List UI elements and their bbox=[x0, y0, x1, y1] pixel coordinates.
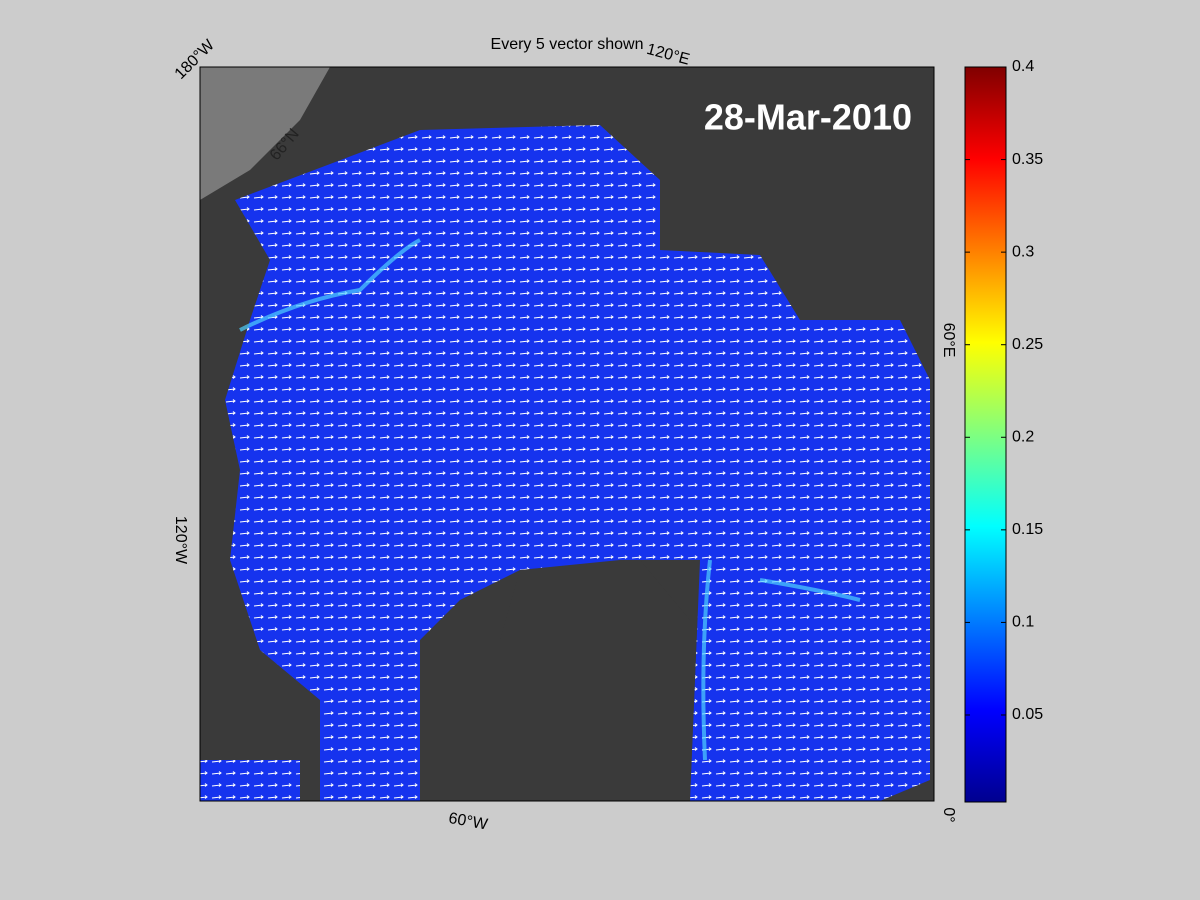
colorbar-tick-label: 0.3 bbox=[1012, 243, 1034, 260]
colorbar-tick-label: 0.05 bbox=[1012, 706, 1043, 723]
lon-label: 0° bbox=[940, 807, 957, 822]
fast-drift bbox=[701, 559, 861, 761]
greenland bbox=[500, 560, 690, 801]
colorbar-tick-label: 0.25 bbox=[1012, 336, 1043, 353]
map-area bbox=[200, 67, 934, 801]
colorbar-tick-label: 0.15 bbox=[1012, 521, 1043, 538]
colorbar-tick-label: 0.1 bbox=[1012, 614, 1034, 631]
land-gray bbox=[200, 67, 330, 200]
colorbar bbox=[964, 66, 1007, 803]
colorbar-tick-label: 0.35 bbox=[1012, 151, 1043, 168]
lon-label: 120°E bbox=[645, 41, 692, 69]
colorbar-tick-label: 0.2 bbox=[1012, 428, 1034, 445]
lon-label: 60°W bbox=[447, 810, 490, 834]
drift-vectors bbox=[200, 125, 930, 801]
colorbar-tick-label: 0.4 bbox=[1012, 58, 1034, 75]
fast-drift bbox=[239, 238, 421, 332]
date-label: 28-Mar-2010 bbox=[704, 97, 912, 138]
lon-label: 120°W bbox=[172, 516, 189, 565]
map-title: Every 5 vector shown bbox=[491, 36, 644, 53]
map-frame bbox=[199, 66, 935, 802]
lon-label: 60°E bbox=[940, 323, 957, 358]
